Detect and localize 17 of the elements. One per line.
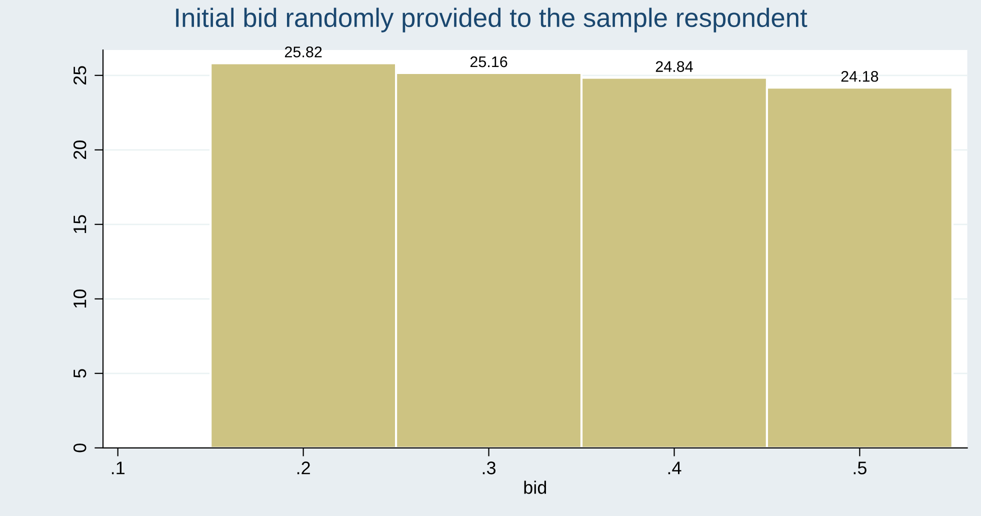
y-tick-label: 25 [73, 66, 86, 85]
x-tick-label: .4 [668, 462, 682, 474]
chart-title: Initial bid randomly provided to the sample respondent [176, 8, 808, 32]
y-tick-label: 10 [73, 290, 86, 308]
x-tick-label: .5 [854, 462, 866, 474]
y-tick-label: 20 [73, 140, 86, 160]
x-axis-title: bid [524, 480, 546, 494]
y-tick-label: 5 [74, 369, 86, 378]
data-label: 24.18 [841, 70, 878, 82]
data-label: 25.82 [284, 46, 322, 58]
y-tick-label: 0 [73, 444, 86, 452]
y-tick-label: 15 [74, 215, 86, 234]
data-label: 25.16 [470, 56, 508, 68]
x-tick-label: .2 [297, 462, 310, 474]
x-tick-label: .3 [482, 462, 496, 474]
data-label: 24.84 [656, 61, 693, 72]
x-tick-label: .1 [112, 462, 124, 474]
